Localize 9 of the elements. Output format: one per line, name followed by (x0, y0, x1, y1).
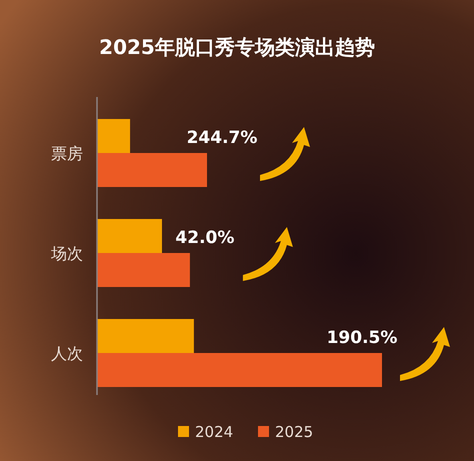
legend-label: 2025 (275, 423, 314, 441)
y-tick-label: 人次 (51, 344, 83, 363)
y-tick-label: 场次 (50, 244, 83, 263)
legend-label: 2024 (195, 423, 234, 441)
annotation: 244.7% (186, 128, 258, 148)
annotation: 42.0% (175, 228, 234, 248)
annotation: 190.5% (326, 328, 398, 348)
chart-title: 2025年脱口秀专场类演出趋势 (99, 35, 375, 59)
y-tick-label: 票房 (51, 144, 83, 163)
